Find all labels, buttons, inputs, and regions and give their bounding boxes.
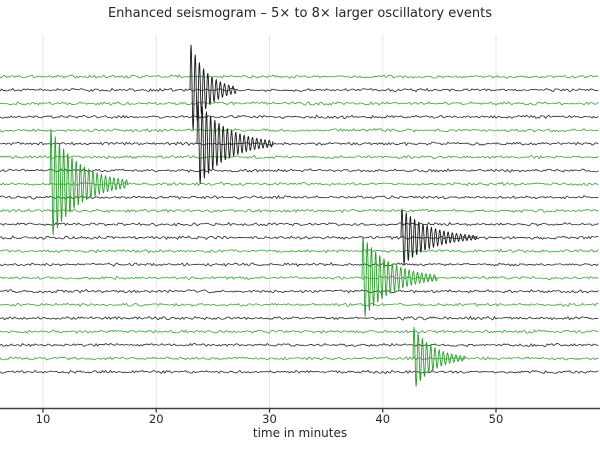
seismogram-trace-3 [0,114,599,120]
oscillatory-event-4 [361,236,438,317]
seismogram-trace-20 [0,342,599,348]
x-tick-label-10: 10 [35,412,51,426]
seismogram-trace-14 [0,262,599,267]
seismogram-trace-22 [0,369,599,375]
x-tick-label-30: 30 [262,412,277,426]
seismogram-trace-6 [0,154,599,160]
seismogram-trace-11 [0,221,599,227]
seismogram-trace-15 [0,275,599,281]
oscillatory-event-0 [49,128,129,236]
oscillatory-event-3 [400,208,478,265]
seismogram-trace-18 [0,315,599,321]
oscillatory-event-1 [189,44,237,130]
x-tick-label-50: 50 [488,412,504,426]
oscillatory-event-2 [196,100,274,184]
seismogram-trace-17 [0,302,599,308]
x-axis-label: time in minutes [252,426,348,440]
seismogram-trace-1 [0,87,599,93]
seismogram-trace-5 [0,141,599,147]
seismogram-trace-10 [0,208,599,214]
seismogram-trace-12 [0,235,599,240]
seismogram-trace-2 [0,101,599,106]
seismogram-trace-16 [0,288,599,294]
seismogram-trace-21 [0,356,599,361]
x-tick-label-20: 20 [148,412,164,426]
seismogram-trace-7 [0,168,599,173]
seismogram-trace-19 [0,329,599,334]
oscillatory-event-5 [412,327,466,387]
x-tick-label-40: 40 [375,412,391,426]
seismogram-trace-0 [0,74,599,79]
seismogram-trace-13 [0,248,599,254]
seismogram-trace-4 [0,127,599,133]
chart-title: Enhanced seismogram – 5× to 8× larger os… [107,6,493,21]
seismogram-trace-9 [0,195,599,200]
